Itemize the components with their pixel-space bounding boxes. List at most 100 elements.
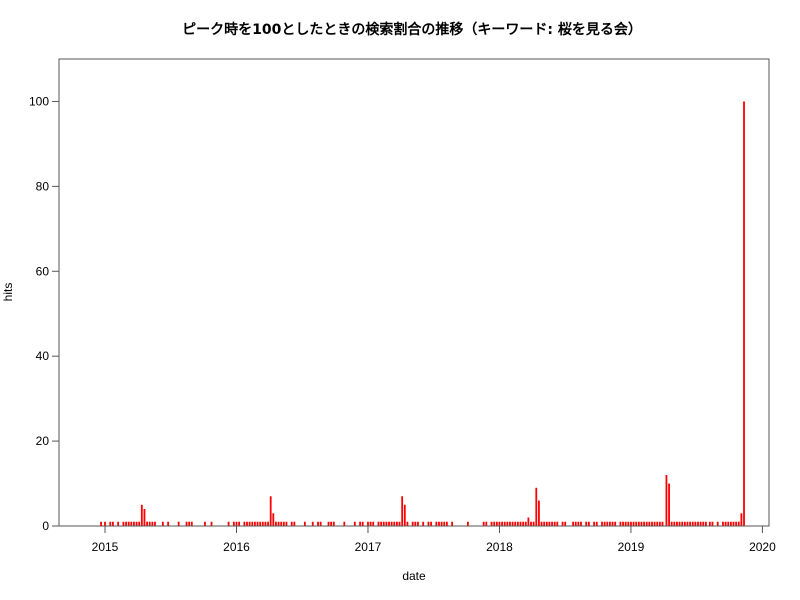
bar-167 (716, 521, 719, 526)
bar-64 (380, 521, 383, 526)
bar-32 (248, 521, 251, 526)
bar-115 (556, 521, 559, 526)
bar-34 (254, 521, 256, 526)
bar-66 (385, 521, 388, 526)
bar-162 (699, 521, 702, 526)
bar-175 (740, 513, 743, 526)
bar-108 (538, 500, 540, 526)
y-axis: 0 20 40 60 80 100 (29, 94, 60, 533)
bar-89 (485, 521, 488, 526)
bar-106 (532, 521, 535, 526)
bar-20 (177, 521, 180, 526)
bar-116 (561, 521, 564, 526)
x-tick-label-2016: 2016 (223, 540, 250, 554)
bar-68 (390, 521, 393, 526)
bar-144 (651, 521, 653, 526)
bar-61 (369, 521, 372, 526)
bar-62 (372, 521, 375, 526)
bar-99 (514, 521, 517, 526)
bar-1 (104, 521, 106, 526)
bar-12 (140, 504, 143, 526)
bar-170 (727, 521, 730, 526)
bar-159 (691, 521, 694, 526)
bar-14 (146, 521, 148, 526)
y-axis-label: hits (1, 283, 15, 302)
bar-153 (676, 521, 678, 526)
bar-118 (572, 521, 574, 526)
bar-67 (388, 521, 390, 526)
y-tick-label-0: 0 (42, 519, 49, 533)
bar-46 (285, 521, 288, 526)
bar-173 (735, 521, 738, 526)
bar-75 (411, 521, 414, 526)
bar-123 (587, 521, 590, 526)
bar-52 (319, 521, 322, 526)
bar-56 (343, 521, 346, 526)
bar-15 (148, 521, 151, 526)
bar-95 (503, 521, 506, 526)
y-tick-label-20: 20 (36, 434, 50, 448)
bar-174 (737, 521, 740, 526)
x-tick-label-2020: 2020 (749, 540, 776, 554)
bar-53 (327, 521, 330, 526)
bar-41 (272, 513, 275, 526)
bar-166 (711, 521, 714, 526)
bar-154 (678, 521, 681, 526)
bar-142 (645, 521, 648, 526)
bar-44 (280, 521, 283, 526)
bars-group (100, 101, 745, 526)
bar-8 (130, 521, 133, 526)
bar-156 (683, 521, 686, 526)
bar-147 (658, 521, 661, 526)
bar-150 (668, 483, 670, 526)
bar-43 (277, 521, 280, 526)
bar-129 (609, 521, 611, 526)
bar-11 (138, 521, 141, 526)
bar-47 (290, 521, 293, 526)
bar-77 (417, 521, 419, 526)
bar-134 (624, 521, 627, 526)
bar-114 (553, 521, 556, 526)
y-tick-label-80: 80 (36, 179, 50, 193)
bar-57 (353, 521, 356, 526)
bar-38 (264, 521, 267, 526)
bar-63 (377, 521, 380, 526)
bar-160 (694, 521, 697, 526)
bar-85 (445, 521, 448, 526)
bar-51 (317, 521, 319, 526)
bar-25 (210, 521, 213, 526)
bar-42 (275, 521, 277, 526)
bar-110 (543, 521, 546, 526)
bar-69 (393, 521, 396, 526)
bar-65 (382, 521, 385, 526)
bar-101 (519, 521, 522, 526)
bar-24 (204, 521, 206, 526)
bar-141 (643, 521, 645, 526)
bar-29 (238, 521, 241, 526)
bar-111 (545, 521, 548, 526)
x-tick-label-2017: 2017 (355, 540, 382, 554)
bar-104 (527, 517, 530, 526)
bar-90 (490, 521, 493, 526)
bar-136 (630, 521, 632, 526)
bar-70 (396, 521, 398, 526)
bar-73 (403, 504, 406, 526)
bar-100 (516, 521, 519, 526)
bar-165 (708, 521, 711, 526)
x-tick-label-2019: 2019 (618, 540, 645, 554)
bar-98 (511, 521, 514, 526)
bar-146 (656, 521, 659, 526)
x-tick-label-2015: 2015 (92, 540, 119, 554)
bar-27 (232, 521, 235, 526)
bar-45 (282, 521, 285, 526)
y-tick-label-40: 40 (36, 349, 50, 363)
bar-36 (259, 521, 262, 526)
bar-17 (154, 521, 156, 526)
bar-120 (577, 521, 580, 526)
bar-97 (509, 521, 511, 526)
chart-title: ピーク時を100としたときの検索割合の推移（キーワード: 桜を見る会） (182, 21, 642, 38)
bar-18 (161, 521, 164, 526)
bar-132 (619, 521, 622, 526)
x-tick-label-2018: 2018 (486, 540, 513, 554)
bar-102 (522, 521, 525, 526)
